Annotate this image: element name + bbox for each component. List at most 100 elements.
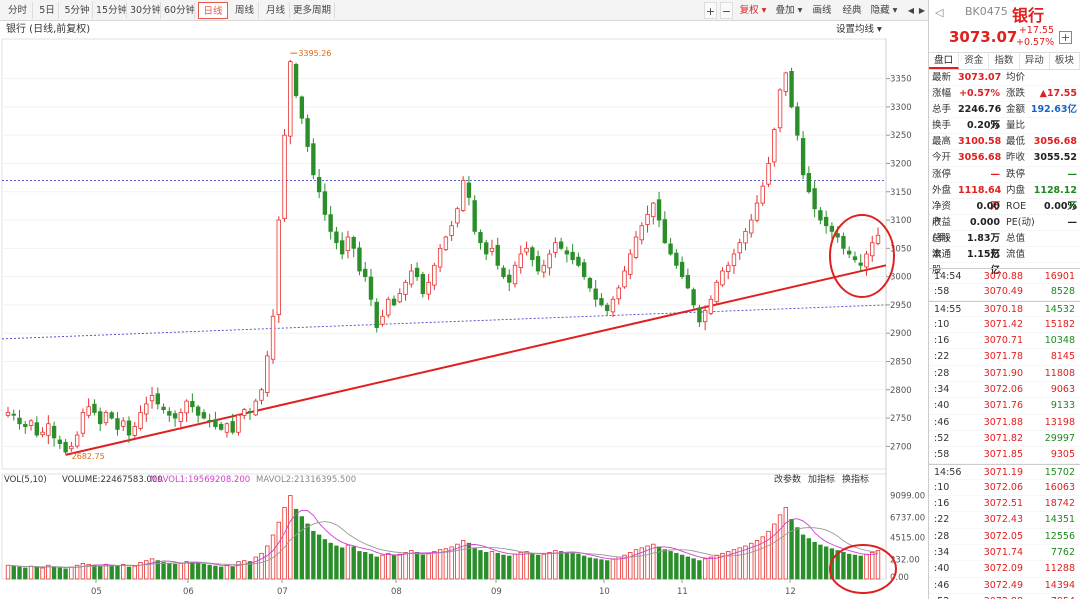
candle-body [772,129,777,163]
tool-button-1[interactable]: − [720,2,733,19]
quote-value: — [990,168,1001,180]
volume-bar [777,514,783,580]
quote-value: 3055.52 [1033,152,1077,164]
candle-body [622,270,627,288]
candle-body [605,304,610,311]
candle-body [339,240,345,255]
switch-indicator-button[interactable]: 换指标 [842,473,869,485]
tool-button-4[interactable]: 画线 [812,5,832,16]
kline-svg[interactable]: 银行 (日线,前复权) 设置均线 ▾ 270027502800285029002… [0,21,928,599]
quote-tabs: 盘口 资金 指数 异动 板块 [929,53,1080,70]
candle-body [426,281,431,295]
period-tab-8[interactable]: 月线 [262,2,290,19]
add-indicator-button[interactable]: 加指标 [808,473,835,485]
candle-body [167,411,172,416]
tick-time: :10 [934,318,950,330]
period-tab-2[interactable]: 5分钟 [62,2,93,19]
tool-button-0[interactable]: + [704,2,717,19]
volume-bar [409,550,414,580]
candle-body [581,262,587,278]
quote-label: 内盘 [1006,184,1026,196]
tool-button-5[interactable]: 经典 [842,5,862,16]
volume-bar [345,544,351,580]
candle-body [195,406,201,416]
volume-bar [628,552,633,580]
month-tick-label: 05 [91,587,102,597]
tick-volume: 13198 [1044,416,1075,428]
collapse-icon[interactable]: ◁ [935,6,944,19]
candle-body [628,253,633,275]
volume-bar [172,563,178,580]
price-tick-label: 3200 [890,159,912,169]
period-tab-9[interactable]: 更多周期 ▾ [293,2,335,19]
add-watchlist-button[interactable]: + [1059,31,1072,44]
period-tab-6[interactable]: 日线 [198,2,228,19]
tick-time: :34 [934,384,950,396]
period-tab-4[interactable]: 30分钟 [130,2,161,19]
quote-value: 0.00 [976,200,1000,212]
volume-bar [449,546,454,580]
kline-chart-area[interactable]: 银行 (日线,前复权) 设置均线 ▾ 2700 2750 2800 2850 2900 2… [0,21,928,599]
volume-bar [115,565,120,580]
nav-prev-icon[interactable]: ◀ [907,6,915,15]
price-tick-label: 2850 [890,358,912,368]
volume-legend: VOL(5,10) VOLUME:22467583.000 MAVOL1:195… [4,473,869,485]
quote-tab-0[interactable]: 盘口 [929,53,960,69]
price-tick-label: 2800 [890,386,912,396]
volume-bar [213,565,218,580]
candle-body [121,420,126,427]
volume-bar [138,562,143,580]
period-tab-3[interactable]: 15分钟 [96,2,127,19]
candle-body [46,423,51,436]
tick-row: :52 3071.82 29997 [929,431,1080,448]
volume-bar [749,542,754,580]
volume-bar [616,556,621,580]
nav-next-icon[interactable]: ▶ [918,6,926,15]
volume-bar [86,563,91,580]
quote-tab-4[interactable]: 板块 [1050,53,1080,69]
change-param-button[interactable]: 改参数 [774,473,801,485]
quote-tab-1[interactable]: 资金 [959,53,990,69]
quote-tab-3[interactable]: 异动 [1020,53,1050,69]
candle-body [403,281,408,295]
volume-bar [380,554,385,580]
candle-body [236,414,241,433]
period-tab-7[interactable]: 周线 [231,2,259,19]
volume-bar [743,545,748,580]
candle-body [507,274,512,283]
candle-body [512,264,518,285]
period-tab-0[interactable]: 分时 [3,2,33,19]
tick-volume: 7762 [1050,547,1075,559]
tick-time: :58 [934,449,950,461]
period-tab-1[interactable]: 5日 [36,2,59,19]
tool-button-3[interactable]: 叠加 ▾ [775,5,803,16]
month-tick-label: 11 [677,587,688,597]
quote-tab-2[interactable]: 指数 [989,53,1020,69]
candle-body [184,400,189,414]
ma-setting-button[interactable]: 设置均线 ▾ [836,23,882,35]
candle-body [495,244,500,266]
tick-row: :58 3070.49 8528 [929,284,1080,301]
candle-body [847,250,852,255]
volume-bar [564,552,570,580]
price-tick-label: 3000 [890,273,912,283]
tick-list[interactable]: 14:54 3070.88 16901:58 3070.49 8528 14:55 3070… [929,268,1080,599]
volume-bar [121,563,126,580]
candle-body [841,236,846,249]
mavol1-value: MAVOL1:19569208.200 [150,475,250,485]
period-tab-5[interactable]: 60分钟 [164,2,195,19]
tick-row: :46 3071.88 13198 [929,415,1080,431]
tool-button-6[interactable]: 隐藏 ▾ [870,5,898,16]
tool-button-2[interactable]: 复权 ▾ [739,5,767,16]
mavol1-line [7,509,879,568]
quote-value: 192.63亿 [1030,104,1077,116]
volume-bar [870,552,875,580]
volume-bar [489,551,495,580]
volume-bar [524,551,529,580]
extreme-labels: 3395.26 2682.75 [72,49,332,461]
tick-row: :22 3072.43 14351 [929,512,1080,529]
candle-body [656,199,662,221]
quote-value: +0.57% [959,88,1000,100]
candle-body [460,180,466,212]
quote-label: 今开 [932,152,952,164]
